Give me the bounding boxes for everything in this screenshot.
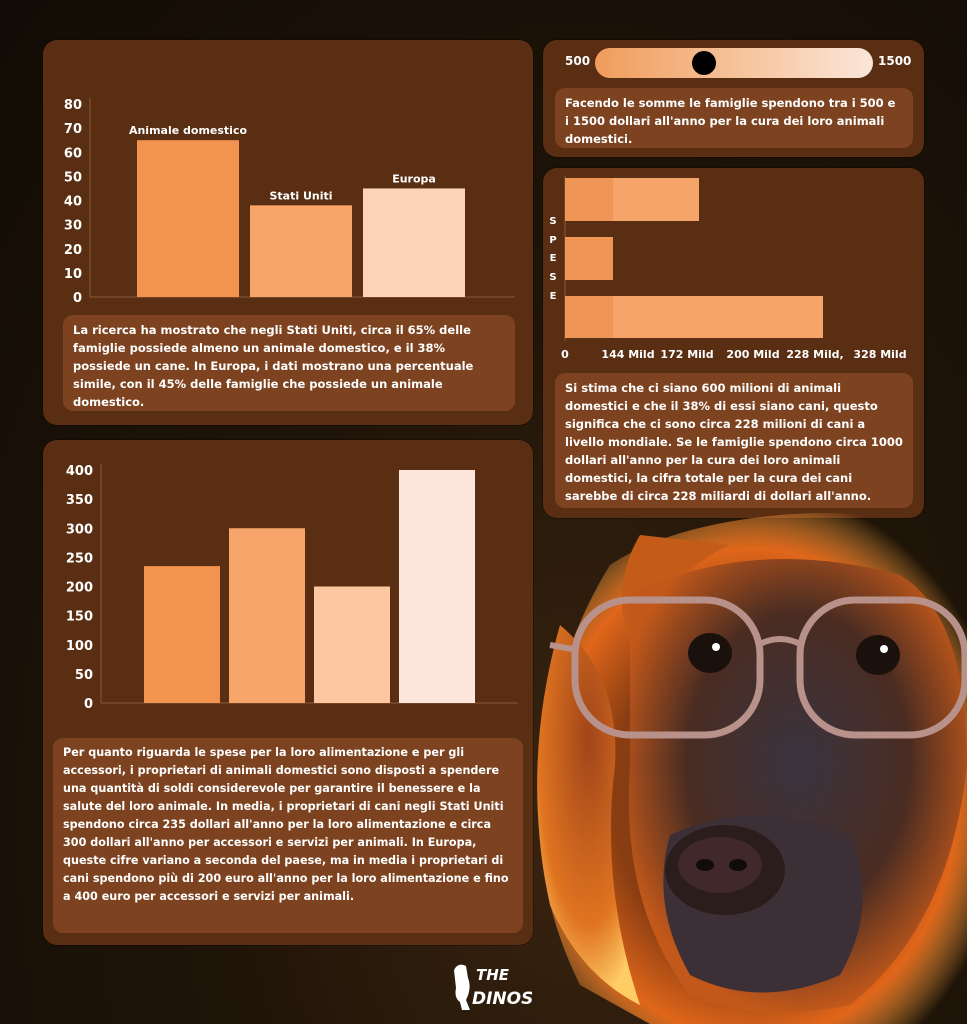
x-tick-label: 144 Mild <box>601 348 654 361</box>
bar <box>137 140 239 297</box>
spending-range-panel: 500 1500 Facendo le somme le famiglie sp… <box>543 40 924 157</box>
y-tick-label: 400 <box>66 464 93 479</box>
ownership-bar-chart: 80 70 60 50 40 30 20 10 0 Animale domestico Stati … <box>64 98 515 306</box>
bar <box>250 205 352 297</box>
y-tick-label: 50 <box>75 668 93 683</box>
y-tick-label: 0 <box>84 697 93 712</box>
bar-segment <box>565 178 613 221</box>
spending-range-caption: Facendo le somme le famiglie spendono tr… <box>555 88 913 148</box>
bar-segment <box>565 296 613 338</box>
y-tick-label: 20 <box>64 243 82 258</box>
the-dinos-logo: THE DINOS <box>454 964 532 1010</box>
y-tick-label: 30 <box>64 219 82 234</box>
bar <box>363 188 465 297</box>
y-tick-label: 200 <box>66 581 93 596</box>
bar-label: Europa <box>392 172 436 185</box>
axis-label-letter: E <box>550 291 557 302</box>
dog-spending-caption: Si stima che ci siano 600 milioni di ani… <box>555 373 913 508</box>
ownership-caption: La ricerca ha mostrato che negli Stati U… <box>63 315 515 411</box>
bar <box>144 566 220 703</box>
axis-label-letter: P <box>549 235 556 246</box>
ownership-chart-panel: 80 70 60 50 40 30 20 10 0 Animale domestico Stati … <box>43 40 533 425</box>
y-tick-label: 350 <box>66 493 93 508</box>
x-tick-label: 328 Mild <box>853 348 906 361</box>
dog-spending-panel: S P E S E 0 144 Mild 172 Mild 200 Mild 228 Mild, 3… <box>543 168 924 518</box>
y-tick-label: 40 <box>64 195 82 210</box>
y-tick-label: 100 <box>66 639 93 654</box>
y-tick-label: 300 <box>66 522 93 537</box>
food-accessories-bar-chart: 400 350 300 250 200 150 100 50 0 <box>66 464 518 712</box>
y-tick-label: 150 <box>66 610 93 625</box>
x-tick-label: 172 Mild <box>660 348 713 361</box>
y-tick-label: 80 <box>64 98 82 113</box>
axis-label-letter: S <box>549 216 556 227</box>
y-tick-label: 60 <box>64 146 82 161</box>
y-tick-label: 10 <box>64 267 82 282</box>
bar-label: Stati Uniti <box>269 189 332 202</box>
y-tick-label: 250 <box>66 551 93 566</box>
dog-with-glasses-image <box>537 513 967 1024</box>
logo-line2: DINOS <box>472 989 532 1009</box>
bar <box>399 470 475 703</box>
bar <box>229 528 305 703</box>
slider-thumb[interactable] <box>692 51 716 75</box>
y-tick-label: 0 <box>73 291 82 306</box>
slider-min-label: 500 <box>565 54 591 68</box>
y-tick-label: 70 <box>64 122 82 137</box>
logo-line1: THE <box>476 966 510 984</box>
x-tick-label: 0 <box>561 348 569 361</box>
bar <box>314 586 390 703</box>
food-accessories-caption: Per quanto riguarda le spese per la loro… <box>53 738 523 933</box>
spending-range-slider[interactable] <box>595 48 873 78</box>
slider-max-label: 1500 <box>878 54 912 68</box>
bar-label: Animale domestico <box>129 124 248 137</box>
food-accessories-panel: 400 350 300 250 200 150 100 50 0 Per quanto rigu… <box>43 440 533 945</box>
x-tick-label: 228 Mild, <box>786 348 843 361</box>
axis-label-letter: S <box>549 272 556 283</box>
axis-label-letter: E <box>550 253 557 264</box>
x-tick-label: 200 Mild <box>726 348 779 361</box>
y-tick-label: 50 <box>64 170 82 185</box>
bar-segment <box>565 237 613 280</box>
